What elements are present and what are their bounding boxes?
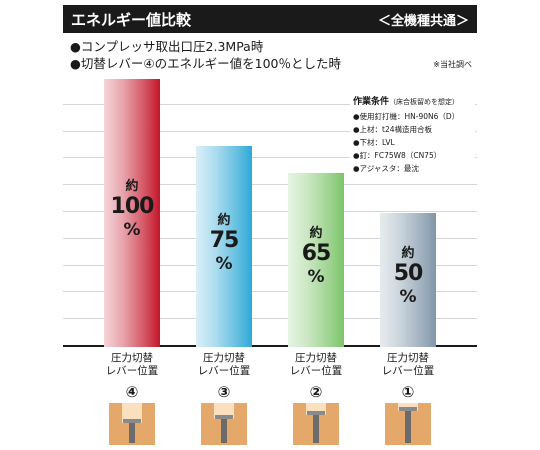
data-label: 約 50% (368, 246, 448, 308)
category-label-line1: 圧力切替 (387, 352, 429, 364)
category-label-line2: レバー位置 (289, 365, 343, 377)
gridline (63, 184, 477, 186)
category-label: 圧力切替 レバー位置 (276, 352, 356, 378)
nail-hole (122, 403, 142, 423)
data-label: 約 75% (184, 213, 264, 275)
title-bar: エネルギー値比較 ＜全機種共通＞ (63, 5, 477, 33)
scope-label: ＜全機種共通＞ (377, 14, 469, 29)
conditions-title-note: （床合板留めを想定） (389, 98, 460, 106)
lever-position-number: ③ (217, 383, 231, 401)
condition-upper-material: ●上材：t24構造用合板 (353, 125, 433, 134)
value-label-number: 100 (110, 194, 155, 219)
category-label: 圧力切替 レバー位置 (368, 352, 448, 378)
value-label-unit: % (399, 287, 417, 307)
bar-lever-1 (380, 213, 436, 347)
gridline (63, 237, 477, 239)
note-pressure: ●コンプレッサ取出口圧2.3MPa時 (70, 39, 264, 54)
lever-position-number: ① (401, 383, 415, 401)
condition-nailer: ●使用釘打機：HN-90N6（D） (353, 112, 460, 121)
value-label-unit: % (215, 253, 233, 274)
nail-depth-illustration (109, 403, 155, 445)
value-label-prefix: 約 (125, 179, 139, 194)
value-label-number: 50 (393, 261, 424, 286)
value-label-prefix: 約 (401, 246, 415, 261)
data-label: 約 100% (92, 179, 172, 241)
survey-note: ※当社調べ (433, 60, 472, 69)
conditions-title-text: 作業条件 (353, 97, 390, 107)
category-label-line2: レバー位置 (197, 365, 251, 377)
gridline (63, 264, 477, 266)
gridline (63, 103, 477, 105)
category-label-line2: レバー位置 (105, 365, 159, 377)
nail-shank (221, 419, 227, 443)
lever-position-number: ② (309, 383, 323, 401)
bar-lever-4 (104, 79, 160, 347)
bar-lever-2 (288, 172, 344, 347)
category-label: 圧力切替 レバー位置 (92, 352, 172, 378)
gridline (63, 318, 477, 320)
category-label: 圧力切替 レバー位置 (184, 352, 264, 378)
data-label: 約 65% (276, 226, 356, 288)
value-label-prefix: 約 (217, 212, 231, 228)
work-conditions: 作業条件（床合板留めを想定） ●使用釘打機：HN-90N6（D） ●上材：t24… (350, 92, 475, 178)
nail-depth-illustration (201, 403, 247, 445)
category-label-line1: 圧力切替 (203, 352, 245, 364)
bar-lever-3 (196, 146, 252, 347)
condition-adjuster: ●アジャスタ：最沈 (353, 164, 419, 173)
lever-position-number: ④ (125, 383, 139, 401)
nail-shank (129, 423, 135, 443)
value-label-unit: % (307, 266, 325, 287)
nail-head (123, 419, 141, 423)
nail-head (215, 415, 233, 419)
value-label-number: 65 (301, 240, 332, 266)
notes: ●コンプレッサ取出口圧2.3MPa時 ●切替レバー④のエネルギー値を100％とし… (70, 38, 470, 72)
gridline (63, 157, 477, 159)
conditions-title: 作業条件（床合板留めを想定） (353, 94, 473, 107)
condition-nail: ●釘：FC75W8（CN75） (353, 151, 442, 160)
chart-title: エネルギー値比較 (71, 11, 192, 29)
gridline (63, 211, 477, 212)
nail-shank (313, 415, 319, 443)
category-label-line1: 圧力切替 (295, 352, 337, 364)
condition-lower-material: ●下材：LVL (353, 138, 395, 147)
category-label-line2: レバー位置 (381, 365, 435, 377)
value-label-number: 75 (209, 227, 240, 253)
nail-depth-illustration (385, 403, 431, 445)
chart-frame (63, 77, 477, 347)
nail-shank (405, 411, 411, 443)
value-label-unit: % (123, 220, 141, 240)
category-label-line1: 圧力切替 (111, 352, 153, 364)
gridline (63, 291, 477, 293)
note-energy-basis: ●切替レバー④のエネルギー値を100％とした時 (70, 56, 341, 71)
nail-head (307, 411, 325, 415)
gridline (63, 130, 477, 132)
nail-head (399, 407, 417, 411)
value-label-prefix: 約 (309, 225, 323, 241)
nail-depth-illustration (293, 403, 339, 445)
